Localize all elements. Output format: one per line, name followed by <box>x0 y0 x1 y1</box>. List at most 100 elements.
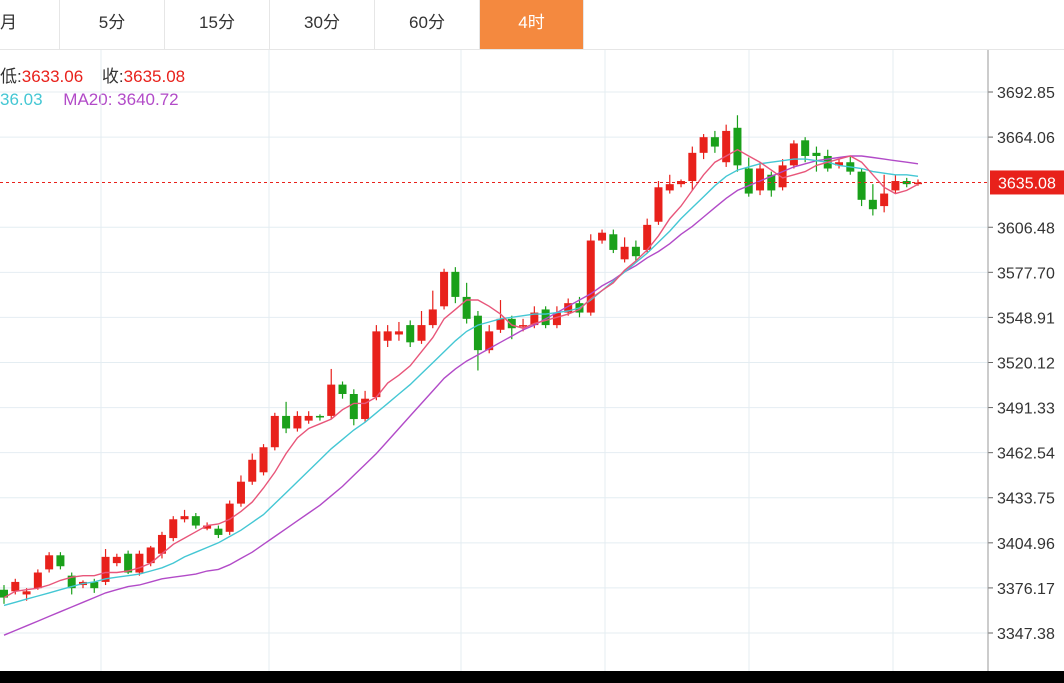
candle-body <box>282 415 291 429</box>
candle-body <box>598 232 607 241</box>
candle-body <box>507 318 516 329</box>
candle-body <box>868 199 877 210</box>
candle-body <box>225 503 234 532</box>
candle-body <box>304 415 313 421</box>
candle-body <box>191 516 200 526</box>
candle-body <box>417 325 426 341</box>
candle-body <box>789 143 798 166</box>
candle-body <box>383 331 392 341</box>
candle-body <box>880 193 889 207</box>
candle-body <box>259 447 268 473</box>
candle-body <box>203 525 212 529</box>
candle-body <box>169 519 178 539</box>
candle-body <box>891 181 900 191</box>
candle-body <box>135 553 144 573</box>
candle-body <box>654 187 663 222</box>
current-price-label: 3635.08 <box>998 175 1056 192</box>
candle-body <box>0 589 8 598</box>
tab-60min[interactable]: 60分 <box>375 0 480 49</box>
candle-body <box>688 152 697 182</box>
candle-body <box>45 555 54 570</box>
candle-body <box>214 528 223 535</box>
y-tick-label: 3404.96 <box>997 536 1055 553</box>
ohlc-info-row: 低:3633.06 收:3635.08 <box>0 62 185 87</box>
tab-month[interactable]: 月 <box>0 0 60 49</box>
period-tab-bar: 月 5分 15分 30分 60分 4时 <box>0 0 1064 50</box>
ma20-value: 3640.72 <box>117 90 179 109</box>
candle-body <box>90 581 99 589</box>
candle-body <box>11 581 20 592</box>
candle-body <box>530 312 539 326</box>
y-tick-label: 3376.17 <box>997 581 1055 598</box>
candle-body <box>677 181 686 185</box>
ma10-value: 36.03 <box>0 90 43 109</box>
candle-body <box>643 224 652 250</box>
candle-body <box>914 182 922 185</box>
candle-body <box>485 331 494 351</box>
tab-30min[interactable]: 30分 <box>270 0 375 49</box>
candle-body <box>496 318 505 330</box>
current-price-tag <box>990 170 1064 195</box>
tab-5min[interactable]: 5分 <box>60 0 165 49</box>
y-tick-label: 3520.12 <box>997 355 1055 372</box>
ma20-label: MA20: <box>63 90 113 109</box>
candle-body <box>733 127 742 166</box>
candle-body <box>394 331 403 335</box>
candlestick-chart: 3347.38 3376.17 3404.96 3433.75 3462.54 3491.… <box>0 50 1064 671</box>
candle-body <box>665 184 674 191</box>
candle-body <box>778 165 787 188</box>
candle-body <box>710 137 719 147</box>
y-tick-label: 3491.33 <box>997 401 1055 418</box>
bottom-bar <box>0 671 1064 683</box>
low-label: 低: <box>0 67 22 86</box>
y-tick-label: 3548.91 <box>997 310 1055 327</box>
y-tick-label: 3692.85 <box>997 85 1055 102</box>
candle-body <box>451 271 460 297</box>
close-value: 3635.08 <box>123 67 186 86</box>
ma20-line <box>3 155 919 636</box>
candle-body <box>812 152 821 156</box>
candle-body <box>67 575 76 589</box>
candle-body <box>609 234 618 250</box>
candle-body <box>756 168 765 191</box>
candle-body <box>293 415 302 429</box>
y-tick-label: 3606.48 <box>997 220 1055 237</box>
y-tick-label: 3433.75 <box>997 491 1055 508</box>
close-label: 收: <box>101 67 124 86</box>
ma10-line <box>3 158 919 607</box>
candle-body <box>406 325 415 343</box>
candle-body <box>349 393 358 420</box>
tab-15min[interactable]: 15分 <box>165 0 270 49</box>
candle-body <box>270 415 279 448</box>
y-tick-label: 3577.70 <box>997 265 1055 282</box>
candle-body <box>857 171 866 200</box>
ma5-line <box>3 148 919 599</box>
y-tick-label: 3462.54 <box>997 446 1055 463</box>
candle-body <box>699 137 708 153</box>
candle-body <box>315 415 324 418</box>
candle-body <box>801 140 810 156</box>
candle-body <box>519 325 528 327</box>
candle-body <box>744 168 753 194</box>
candle-body <box>146 547 155 564</box>
candle-body <box>835 162 844 166</box>
tab-4hour[interactable]: 4时 <box>480 0 584 49</box>
candle-body <box>361 398 370 420</box>
y-tick-label: 3664.06 <box>997 130 1055 147</box>
candle-body <box>473 315 482 351</box>
candle-body <box>564 303 573 313</box>
candle-body <box>124 553 133 573</box>
candle-body <box>112 556 121 564</box>
ma-info-row: 36.03 MA20: 3640.72 <box>0 90 179 110</box>
y-tick-label: 3347.38 <box>997 626 1055 643</box>
candle-body <box>180 516 189 520</box>
candle-body <box>541 309 550 326</box>
candle-body <box>722 130 731 163</box>
candle-body <box>157 534 166 554</box>
candle-body <box>56 555 65 567</box>
candle-body <box>767 174 776 191</box>
candle-body <box>631 246 640 257</box>
candle-body <box>552 312 561 326</box>
candle-body <box>22 591 31 595</box>
candle-body <box>327 384 336 416</box>
